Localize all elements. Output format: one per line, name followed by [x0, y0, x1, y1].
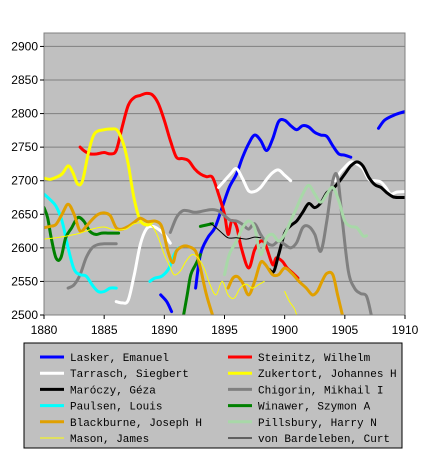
x-tick-label: 1890: [151, 323, 178, 337]
series-line-segment: [217, 167, 293, 194]
legend-item: Chigorin, Mikhail I: [228, 385, 383, 397]
series-line-segment: [44, 202, 214, 315]
legend-item: Lasker, Emanuel: [40, 353, 169, 365]
series-chigorin-mikhail-i: [66, 172, 373, 315]
legend-item: Zukertort, Johannes H: [228, 369, 397, 381]
x-tick-label: 1885: [91, 323, 118, 337]
series-line-segment: [267, 160, 405, 274]
series-zukertort-johannes-h: [44, 127, 155, 227]
legend: Lasker, Emanuel Steinitz, Wilhelm Tarrasch…: [40, 353, 397, 446]
legend-label: Lasker, Emanuel: [70, 353, 169, 365]
x-tick-label: 1895: [211, 323, 238, 337]
series-line-segment: [44, 192, 118, 294]
x-tick-label: 1910: [392, 323, 419, 337]
legend-label: Maróczy, Géza: [70, 385, 156, 397]
x-tick-label: 1880: [31, 323, 58, 337]
y-tick-label: 2700: [11, 174, 38, 188]
legend-label: Chigorin, Mikhail I: [258, 385, 383, 397]
y-tick-label: 2900: [11, 39, 38, 53]
x-axis-ticks: 1880 1885 1890 1895 1900 1905 1910: [31, 315, 419, 337]
legend-item: Maróczy, Géza: [40, 385, 156, 397]
x-tick-label: 1905: [331, 323, 358, 337]
y-tick-label: 2800: [11, 107, 38, 121]
y-axis-ticks: 2500 2550 2600 2650 2700 2750 2800 2850 2900: [11, 39, 44, 322]
legend-label: Tarrasch, Siegbert: [70, 369, 189, 381]
legend-label: Blackburne, Joseph H: [70, 418, 202, 430]
legend-label: Zukertort, Johannes H: [258, 369, 397, 381]
legend-item: von Bardeleben, Curt: [228, 434, 390, 446]
series-line-segment: [66, 242, 118, 290]
series-mar-czy-g-za: [267, 160, 405, 274]
legend-item: Blackburne, Joseph H: [40, 418, 202, 430]
series-line-segment: [223, 183, 368, 277]
legend-item: Mason, James: [40, 434, 149, 446]
series-lines: [44, 91, 405, 315]
legend-item: Tarrasch, Siegbert: [40, 369, 189, 381]
series-blackburne-joseph-h: [44, 202, 344, 315]
series-von-bardeleben-curt: [209, 222, 262, 240]
series-line-segment: [377, 110, 405, 130]
x-tick-label: 1900: [271, 323, 298, 337]
legend-label: Mason, James: [70, 434, 149, 446]
legend-box: [23, 342, 403, 449]
series-line-segment: [114, 224, 172, 305]
series-line-segment: [168, 172, 373, 315]
y-tick-label: 2650: [11, 207, 38, 221]
y-tick-label: 2550: [11, 274, 38, 288]
legend-item: Paulsen, Louis: [40, 402, 162, 414]
series-line-segment: [209, 222, 262, 240]
y-tick-label: 2850: [11, 73, 38, 87]
legend-label: von Bardeleben, Curt: [258, 434, 390, 446]
legend-label: Winawer, Szymon A: [258, 402, 371, 414]
series-line-segment: [226, 259, 344, 315]
series-line-segment: [159, 293, 174, 314]
y-tick-label: 2500: [11, 308, 38, 322]
series-line-segment: [182, 253, 202, 315]
series-line-segment: [44, 206, 121, 262]
series-line-segment: [284, 291, 298, 315]
legend-label: Steinitz, Wilhelm: [258, 353, 371, 365]
legend-label: Paulsen, Louis: [70, 402, 162, 414]
legend-item: Winawer, Szymon A: [228, 402, 371, 414]
series-line-segment: [44, 127, 155, 227]
y-tick-label: 2750: [11, 140, 38, 154]
legend-item: Pillsbury, Harry N: [228, 418, 377, 430]
series-pillsbury-harry-n: [223, 183, 368, 277]
y-tick-label: 2600: [11, 241, 38, 255]
legend-item: Steinitz, Wilhelm: [228, 353, 371, 365]
series-mason-james: [44, 222, 298, 315]
legend-label: Pillsbury, Harry N: [258, 418, 377, 430]
series-line-segment: [44, 222, 265, 300]
